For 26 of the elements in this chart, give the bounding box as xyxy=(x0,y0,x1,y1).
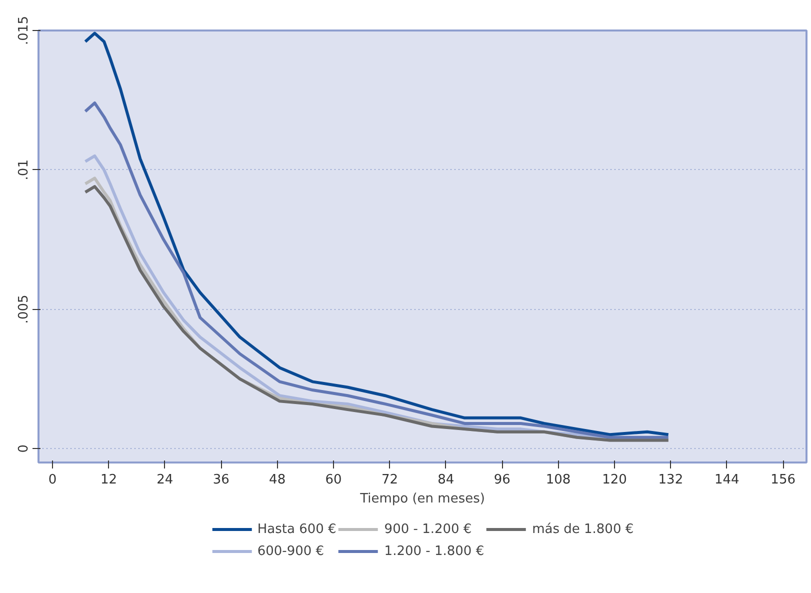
legend-label: Hasta 600 € xyxy=(257,522,336,536)
legend-label: 1.200 - 1.800 € xyxy=(384,544,484,558)
x-tick-label: 72 xyxy=(381,472,398,488)
x-tick-label: 0 xyxy=(48,472,57,488)
y-tick-label: 0 xyxy=(16,444,32,453)
x-tick-label: 12 xyxy=(100,472,118,488)
x-tick-label: 36 xyxy=(212,472,230,488)
legend-label: 600-900 € xyxy=(257,544,324,558)
line-series xyxy=(84,32,670,436)
legend-label: más de 1.800 € xyxy=(532,522,634,536)
y-tick-label: .005 xyxy=(16,294,32,324)
legend-label: 900 - 1.200 € xyxy=(384,522,472,536)
x-tick-label: 84 xyxy=(438,472,454,488)
x-tick-label: 96 xyxy=(494,472,510,488)
y-tick-label: .01 xyxy=(16,160,32,180)
line-series xyxy=(84,101,670,439)
x-tick-label: 24 xyxy=(156,472,174,488)
x-axis-title: Tiempo (en meses) xyxy=(359,492,485,506)
x-tick-label: 48 xyxy=(269,472,286,488)
x-tick-label: 120 xyxy=(602,472,627,488)
x-tick-label: 132 xyxy=(658,472,684,488)
x-tick-label: 60 xyxy=(325,472,342,488)
x-tick-label: 156 xyxy=(770,472,796,488)
x-tick-label: 108 xyxy=(546,472,571,488)
x-tick-label: 144 xyxy=(714,472,740,488)
y-tick-label: .015 xyxy=(16,16,32,45)
